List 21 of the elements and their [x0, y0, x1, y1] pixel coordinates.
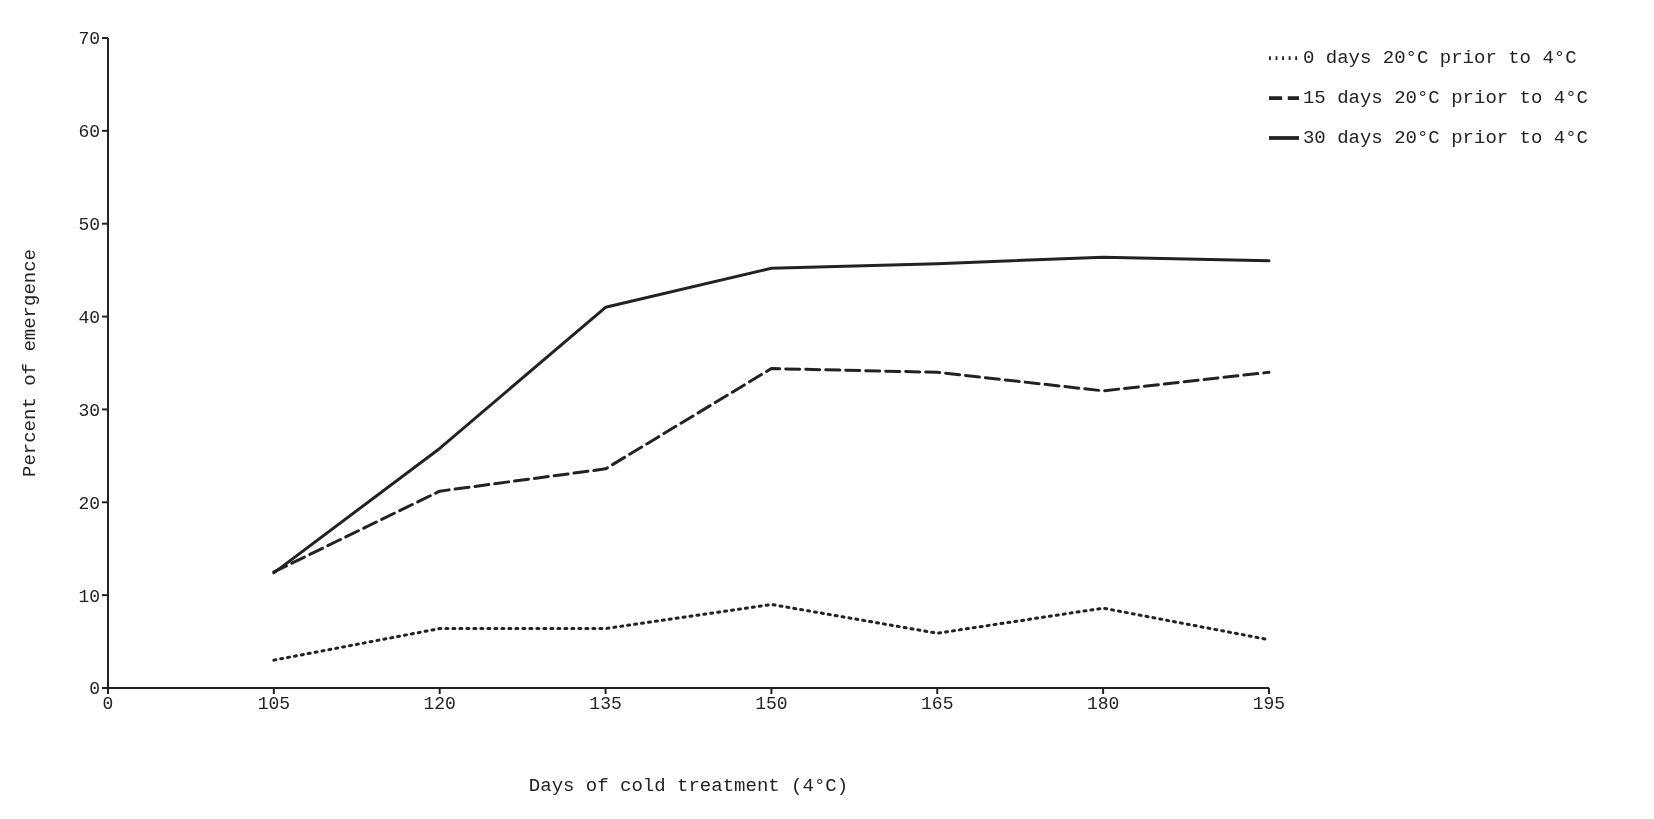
x-axis-title: Days of cold treatment (4°C) — [528, 775, 849, 798]
y-tick-label: 60 — [78, 122, 100, 143]
x-tick-label: 0 — [102, 693, 114, 714]
legend-label: 15 days 20°C prior to 4°C — [1302, 87, 1588, 109]
x-tick-label: 135 — [589, 693, 622, 714]
x-tick-label: 150 — [755, 693, 788, 714]
x-tick-label: 105 — [257, 693, 291, 714]
y-tick-label: 50 — [78, 215, 100, 236]
y-tick-label: 70 — [78, 29, 100, 50]
y-tick-label: 40 — [78, 307, 100, 328]
x-tick-label: 120 — [423, 693, 456, 714]
x-tick-label: 165 — [921, 693, 954, 714]
y-tick-label: 20 — [78, 493, 100, 514]
y-tick-label: 10 — [78, 586, 100, 607]
y-tick-label: 0 — [89, 679, 100, 700]
y-axis-title: Percent of emergence — [18, 248, 41, 478]
legend-label: 0 days 20°C prior to 4°C — [1302, 47, 1577, 69]
y-tick-label: 30 — [78, 400, 100, 421]
x-tick-label: 180 — [1086, 693, 1120, 714]
x-tick-label: 195 — [1252, 693, 1286, 714]
legend-label: 30 days 20°C prior to 4°C — [1302, 127, 1588, 149]
